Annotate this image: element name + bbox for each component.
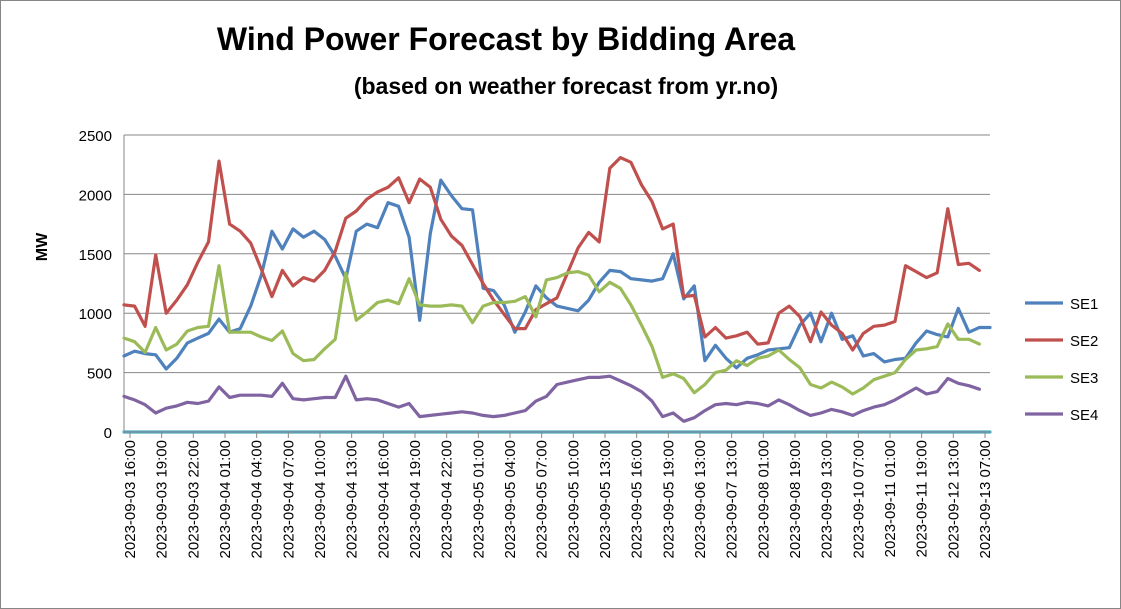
x-tick-label: 2023-09-04 01:00 [217, 440, 234, 558]
legend-label-se1: SE1 [1070, 296, 1098, 313]
x-tick-label: 2023-09-11 19:00 [914, 440, 931, 557]
x-tick-label: 2023-09-05 16:00 [629, 440, 646, 558]
legend-label-se4: SE4 [1070, 407, 1098, 424]
x-tick-label: 2023-09-04 22:00 [439, 440, 456, 558]
x-tick-label: 2023-09-12 13:00 [945, 440, 962, 558]
x-tick-label: 2023-09-09 13:00 [819, 440, 836, 558]
x-tick-label: 2023-09-06 13:00 [692, 440, 709, 558]
x-tick-label: 2023-09-11 01:00 [882, 440, 899, 557]
x-tick-label: 2023-09-05 13:00 [597, 440, 614, 558]
x-tick-label: 2023-09-04 19:00 [407, 440, 424, 558]
y-tick-label: 500 [87, 366, 112, 383]
x-tick-label: 2023-09-04 04:00 [249, 440, 266, 558]
legend-label-se2: SE2 [1070, 333, 1098, 350]
chart-title: Wind Power Forecast by Bidding Area [216, 21, 796, 57]
series-line-se4 [122, 374, 982, 423]
y-axis-label: MW [34, 232, 51, 261]
x-tick-label: 2023-09-08 01:00 [755, 440, 772, 558]
y-tick-label: 1500 [79, 247, 112, 264]
x-tick-label: 2023-09-05 04:00 [502, 440, 519, 558]
y-tick-label: 1000 [79, 306, 112, 323]
y-tick-label: 0 [104, 425, 112, 442]
x-tick-label: 2023-09-13 07:00 [977, 440, 994, 558]
x-tick-label: 2023-09-05 07:00 [534, 440, 551, 558]
x-tick-label: 2023-09-04 16:00 [375, 440, 392, 558]
x-tick-label: 2023-09-04 13:00 [344, 440, 361, 558]
y-tick-label: 2000 [79, 187, 112, 204]
x-tick-label: 2023-09-05 01:00 [470, 440, 487, 558]
x-tick-label: 2023-09-10 07:00 [850, 440, 867, 558]
x-tick-label: 2023-09-03 16:00 [122, 440, 139, 558]
x-tick-label: 2023-09-03 22:00 [185, 440, 202, 558]
x-tick-label: 2023-09-05 10:00 [565, 440, 582, 558]
x-tick-label: 2023-09-04 07:00 [280, 440, 297, 558]
series-line-se2 [122, 156, 982, 352]
x-tick-label: 2023-09-08 19:00 [787, 440, 804, 558]
chart-subtitle: (based on weather forecast from yr.no) [353, 73, 779, 99]
y-tick-label: 2500 [79, 128, 112, 145]
x-tick-label: 2023-09-05 19:00 [660, 440, 677, 558]
series-line-se3 [122, 264, 982, 396]
x-tick-label: 2023-09-07 13:00 [724, 440, 741, 558]
legend-label-se3: SE3 [1070, 370, 1098, 387]
x-tick-label: 2023-09-04 10:00 [312, 440, 329, 558]
x-tick-label: 2023-09-03 19:00 [154, 440, 171, 558]
